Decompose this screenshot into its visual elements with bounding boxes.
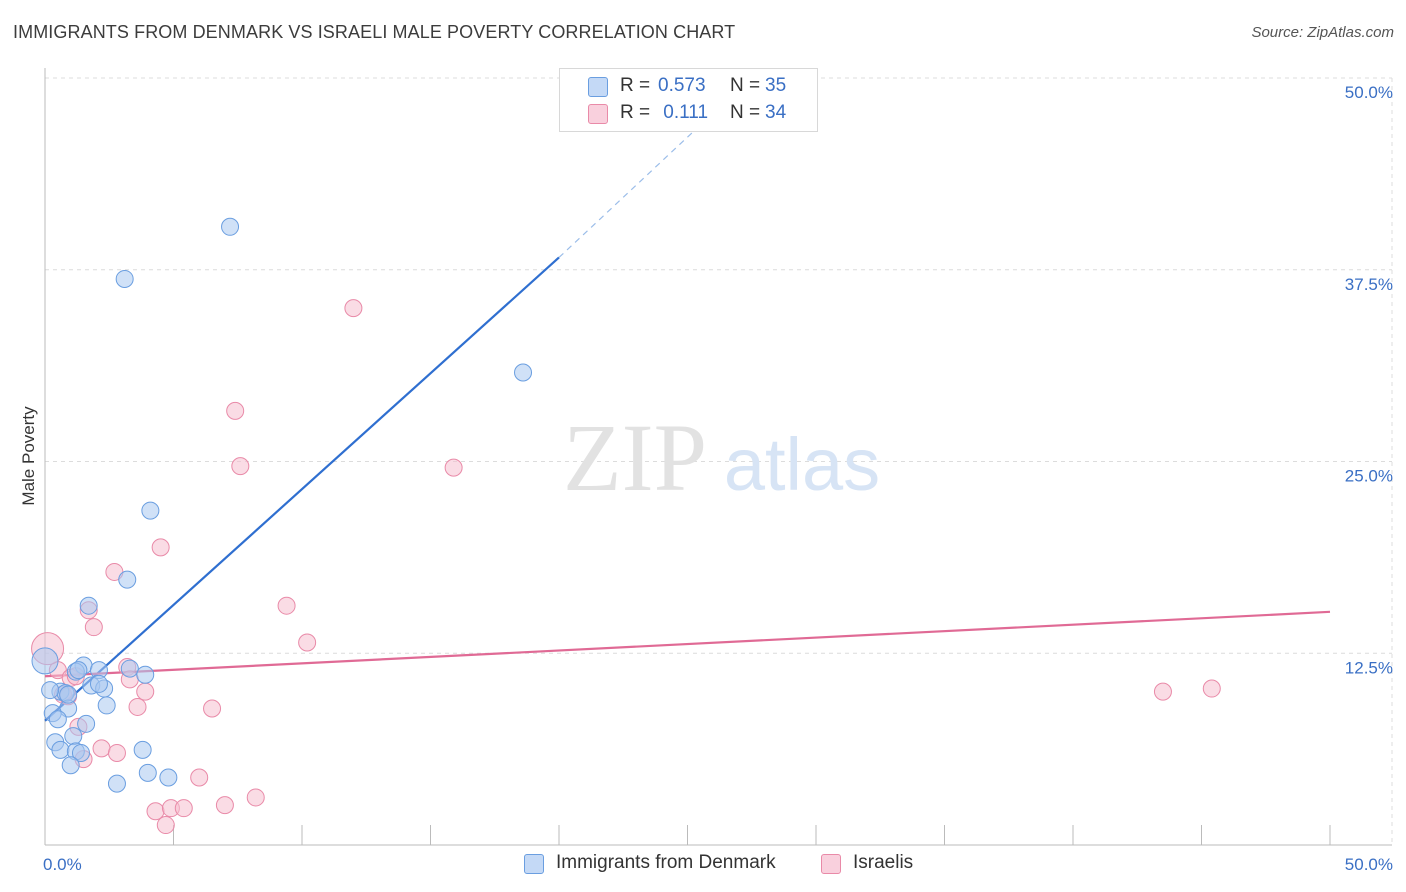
israelis-point [231,457,250,476]
denmark-point [64,727,83,746]
israelis-point [203,699,222,718]
legend-n-value: 34 [765,102,787,123]
denmark-point [61,756,80,775]
series-legend: Immigrants from Denmark Israelis [0,852,1406,878]
denmark-point [120,659,139,678]
denmark-point [133,740,152,759]
israelis-point [226,401,245,420]
y-tick-label: 37.5% [1345,275,1393,294]
israelis-point [246,788,265,807]
denmark-point [141,501,160,520]
legend-swatch-blue [524,854,544,874]
israelis-point [151,538,170,557]
israelis-point [84,618,103,637]
watermark-atlas: atlas [724,423,880,506]
denmark-point [41,681,60,700]
y-tick-label: 50.0% [1345,83,1393,102]
denmark-point [31,647,59,675]
y-axis-label: Male Poverty [19,406,38,506]
denmark-point [89,674,108,693]
israelis-point [215,796,234,815]
israelis-point [128,697,147,716]
denmark-point [138,763,157,782]
legend-r-label: R = [620,75,651,96]
denmark-point [97,696,116,715]
legend-r-value: 0.573 [658,75,706,96]
israelis-point [344,299,363,318]
legend-r-value: 0.111 [658,102,709,123]
denmark-point [514,363,533,382]
y-tick-label: 12.5% [1345,658,1393,677]
legend-r-label: R = [620,102,651,123]
denmark-point [79,596,98,615]
axes [44,68,1392,846]
israelis-point [156,816,175,835]
denmark-points [31,217,533,793]
denmark-point [77,714,96,733]
legend-n-value: 35 [765,75,787,96]
denmark-point [221,217,240,236]
denmark-point [136,665,155,684]
denmark-point [159,768,178,787]
israelis-point [92,739,111,758]
denmark-point [118,570,137,589]
source-credit: Source: ZipAtlas.com [1251,24,1394,41]
x-tick-label: 0.0% [43,855,82,874]
legend-label: Immigrants from Denmark [556,852,776,873]
denmark-trend-line [44,256,560,722]
israelis-point [1202,679,1221,698]
israelis-points [31,299,1221,835]
denmark-point [51,740,70,759]
y-tick-labels: 12.5% 25.0% 37.5% 50.0% [1345,83,1393,677]
israelis-point [298,633,317,652]
denmark-point [69,661,88,680]
israelis-point [444,458,463,477]
legend-swatch-pink [588,104,608,124]
legend-swatch-blue [588,77,608,97]
israelis-point [174,799,193,818]
legend-n-label: N = [730,75,761,96]
israelis-point [136,682,155,701]
denmark-point [71,743,90,762]
y-tick-label: 25.0% [1345,467,1393,486]
correlation-legend: R = 0.573 N = 35 R = 0.111 N = 34 [559,68,818,132]
denmark-point [107,774,126,793]
legend-label: Israelis [853,852,914,873]
israelis-point [1153,682,1172,701]
denmark-point [59,685,78,704]
israelis-trend-line [44,610,1331,678]
denmark-point [115,269,134,288]
x-tick-labels: 0.0% 50.0% [43,855,1393,874]
israelis-point [190,768,209,787]
israelis-point [107,743,126,762]
x-tick-label: 50.0% [1345,855,1393,874]
israelis-point [277,596,296,615]
denmark-point [48,710,67,729]
chart-title: IMMIGRANTS FROM DENMARK VS ISRAELI MALE … [13,22,736,42]
legend-swatch-pink [821,854,841,874]
watermark-zip: ZIP [563,404,707,511]
legend-n-label: N = [730,102,761,123]
